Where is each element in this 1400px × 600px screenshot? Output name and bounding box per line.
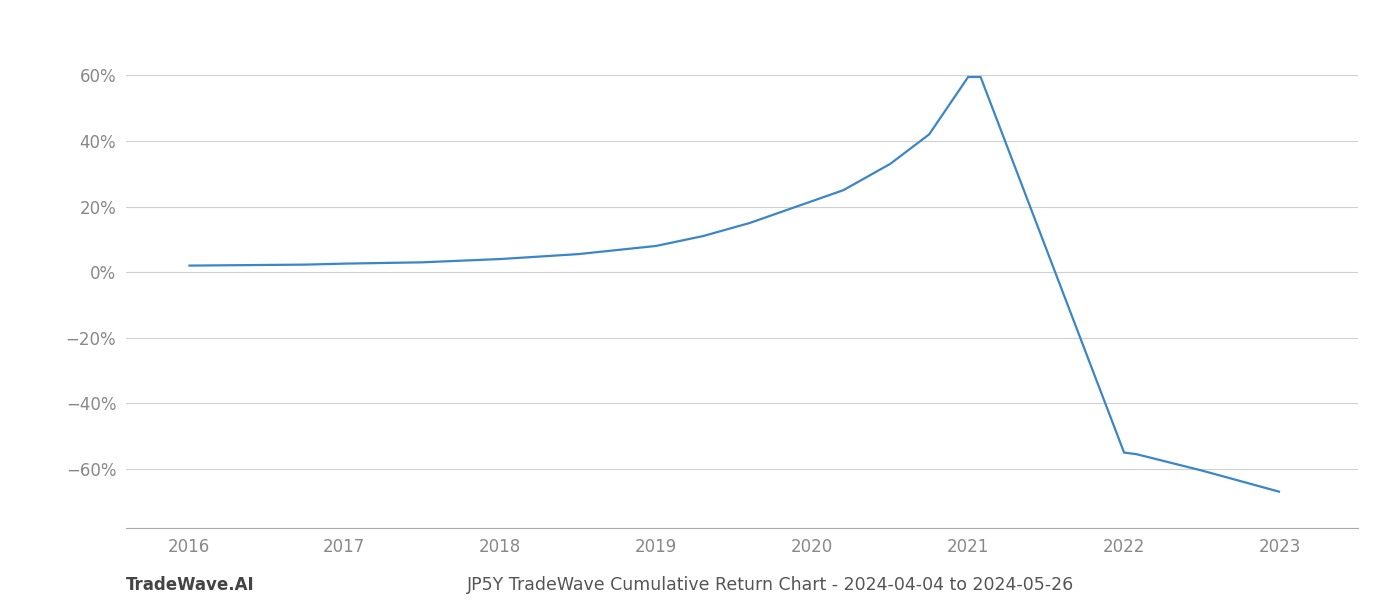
Text: TradeWave.AI: TradeWave.AI — [126, 576, 255, 594]
Text: JP5Y TradeWave Cumulative Return Chart - 2024-04-04 to 2024-05-26: JP5Y TradeWave Cumulative Return Chart -… — [466, 576, 1074, 594]
